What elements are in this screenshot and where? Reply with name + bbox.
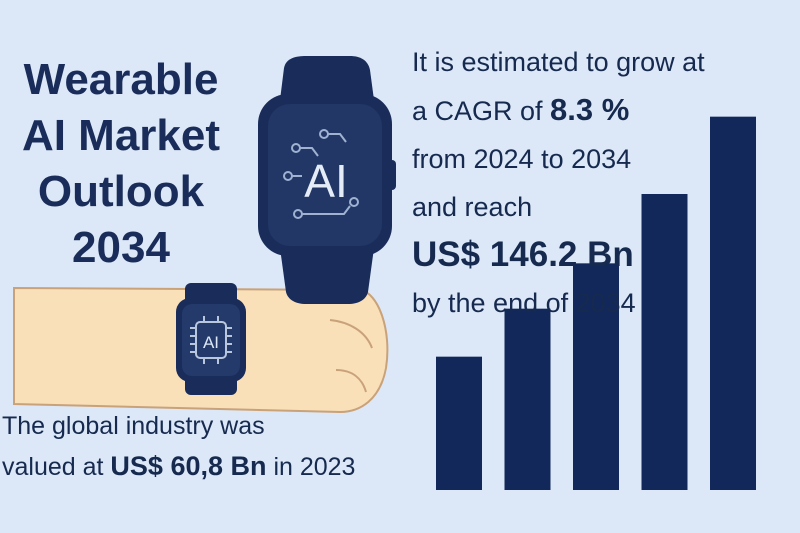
small-watch: AI <box>176 283 246 395</box>
forecast-line-1: It is estimated to grow at <box>412 47 705 77</box>
forecast-text: It is estimated to grow at a CAGR of 8.3… <box>412 38 792 327</box>
forecast-line-3: from 2024 to 2034 <box>412 144 632 174</box>
forecast-line-2: a CAGR of 8.3 % <box>412 86 792 135</box>
forecast-line-6: by the end of 2034 <box>412 288 636 318</box>
base-suffix: in 2023 <box>266 453 356 481</box>
title-line-1: Wearable <box>23 55 219 104</box>
finger-outline-2 <box>335 369 367 393</box>
base-line-1: The global industry was <box>2 412 265 440</box>
large-watch: AI <box>258 56 396 304</box>
large-watch-label: AI <box>304 155 347 207</box>
finger-outline <box>329 319 373 349</box>
base-prefix: valued at <box>2 453 111 481</box>
page-title: Wearable AI Market Outlook 2034 <box>0 52 242 276</box>
growth-bar-chart <box>436 116 756 491</box>
base-value-text: The global industry was valued at US$ 60… <box>2 406 382 487</box>
title-line-2: AI Market <box>21 111 221 160</box>
bar-4 <box>641 194 688 490</box>
cagr-prefix: a CAGR of <box>412 96 551 126</box>
title-line-4: 2034 <box>72 223 170 272</box>
bar-3 <box>573 263 619 490</box>
circuit-icon <box>283 129 359 219</box>
cagr-value: 8.3 % <box>550 92 630 127</box>
market-value: US$ 146.2 Bn <box>412 235 634 274</box>
bar-5 <box>710 116 756 491</box>
small-watch-label: AI <box>203 333 219 352</box>
bar-1 <box>436 356 482 490</box>
base-line-2: valued at US$ 60,8 Bn in 2023 <box>2 446 382 487</box>
forecast-line-4: and reach <box>412 192 533 222</box>
title-line-3: Outlook <box>37 167 205 216</box>
bar-2 <box>504 308 551 490</box>
base-value: US$ 60,8 Bn <box>110 451 267 481</box>
chip-icon <box>190 316 232 364</box>
